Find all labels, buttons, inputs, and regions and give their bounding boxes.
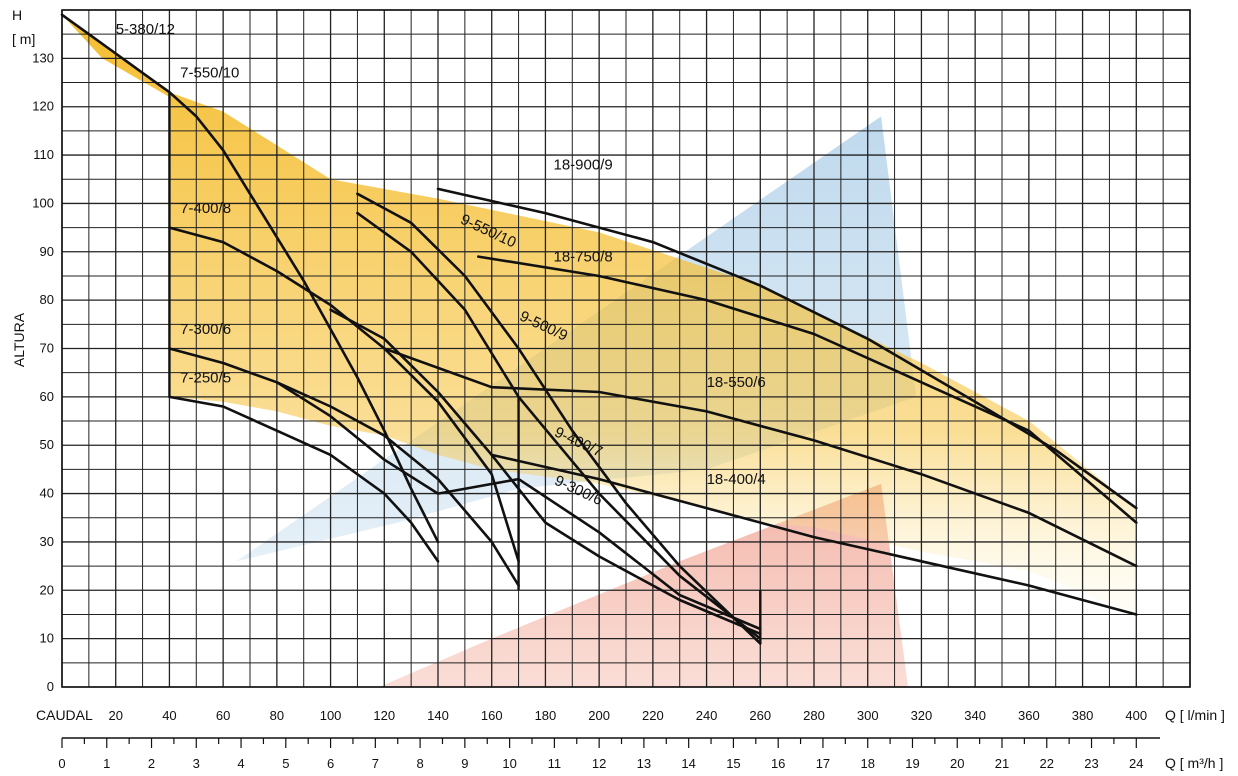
curve-7-400/8	[168, 226, 520, 563]
y-tick-label: 130	[32, 50, 54, 65]
curve-18-400/4	[490, 453, 1138, 616]
x-secondary-tick-label: 13	[637, 756, 651, 771]
x-tick-label: 40	[162, 708, 176, 723]
x-axis-secondary-unit: Q [ m³/h ]	[1165, 755, 1223, 771]
chart-grid	[61, 9, 1191, 688]
x-tick-label: 380	[1072, 708, 1094, 723]
x-secondary-tick-label: 11	[548, 756, 562, 771]
plot-frame	[61, 9, 1191, 688]
x-axis-prefix: CAUDAL	[36, 707, 93, 723]
x-secondary-tick-label: 2	[148, 756, 155, 771]
x-tick-label: 220	[642, 708, 664, 723]
x-secondary-tick-label: 9	[461, 756, 468, 771]
x-tick-label: 140	[427, 708, 449, 723]
x-tick-label: 20	[108, 708, 122, 723]
y-tick-label: 40	[40, 486, 54, 501]
x-secondary-tick-label: 23	[1084, 756, 1098, 771]
y-tick-label: 100	[32, 195, 54, 210]
x-secondary-tick-label: 0	[58, 756, 65, 771]
x-secondary-tick-label: 15	[726, 756, 740, 771]
x-secondary-tick-label: 7	[372, 756, 379, 771]
x-tick-label: 60	[216, 708, 230, 723]
curve-18-550/6	[382, 347, 1138, 568]
x-secondary-tick-label: 24	[1129, 756, 1143, 771]
x-secondary-tick-label: 21	[995, 756, 1009, 771]
y-axis-symbol: H	[12, 7, 22, 23]
y-tick-label: 70	[40, 341, 54, 356]
x-tick-label: 200	[588, 708, 610, 723]
y-tick-label: 0	[47, 679, 54, 694]
x-tick-label: 280	[803, 708, 825, 723]
y-tick-label: 20	[40, 582, 54, 597]
curve-label: 7-550/10	[180, 65, 239, 82]
y-axis-title: ALTURA	[11, 312, 27, 367]
curve-label: 18-550/6	[707, 374, 766, 391]
x-axis-primary-unit: Q [ l/min ]	[1165, 707, 1225, 723]
x-tick-label: 260	[749, 708, 771, 723]
x-tick-label: 160	[481, 708, 503, 723]
x-tick-label: 100	[320, 708, 342, 723]
curve-5-380/12	[60, 13, 171, 94]
region-red	[378, 483, 908, 687]
x-secondary-tick-label: 14	[681, 756, 695, 771]
x-secondary-tick-label: 1	[103, 756, 110, 771]
curve-7-300/6	[168, 347, 520, 587]
curve-label: 18-750/8	[553, 248, 612, 265]
x-secondary-tick-label: 20	[950, 756, 964, 771]
x-secondary-tick-label: 10	[502, 756, 516, 771]
curve-label: 7-300/6	[180, 321, 231, 338]
x-secondary-tick-label: 6	[327, 756, 334, 771]
curve-18-750/8	[476, 255, 1138, 524]
x-tick-label: 240	[696, 708, 718, 723]
x-tick-label: 300	[857, 708, 879, 723]
y-tick-label: 120	[32, 99, 54, 114]
curve-9-300/6	[275, 380, 762, 631]
y-tick-label: 60	[40, 389, 54, 404]
curve-label: 5-380/12	[116, 21, 175, 38]
x-secondary-tick-label: 5	[282, 756, 289, 771]
x-secondary-tick-label: 22	[1040, 756, 1054, 771]
x-tick-label: 400	[1125, 708, 1147, 723]
x-secondary-tick-label: 18	[860, 756, 874, 771]
y-tick-label: 10	[40, 631, 54, 646]
curve-label: 18-400/4	[707, 471, 766, 488]
x-secondary-tick-label: 17	[816, 756, 830, 771]
y-tick-label: 90	[40, 244, 54, 259]
x-tick-label: 120	[373, 708, 395, 723]
y-tick-label: 110	[33, 147, 54, 162]
x-tick-label: 320	[911, 708, 933, 723]
x-secondary-tick-label: 19	[905, 756, 919, 771]
x-tick-label: 360	[1018, 708, 1040, 723]
x-secondary-tick-label: 16	[771, 756, 785, 771]
x-secondary-tick-label: 8	[416, 756, 423, 771]
x-secondary-tick-label: 3	[193, 756, 200, 771]
y-tick-label: 80	[40, 292, 54, 307]
y-tick-label: 30	[40, 534, 54, 549]
x-secondary-tick-label: 12	[592, 756, 606, 771]
curve-7-550/10	[168, 90, 440, 544]
x-tick-label: 340	[964, 708, 986, 723]
curve-label: 7-250/5	[180, 369, 231, 386]
curve-label: 18-900/9	[553, 157, 612, 174]
y-axis-unit: [ m]	[12, 31, 35, 47]
x-tick-label: 180	[535, 708, 557, 723]
y-tick-label: 50	[40, 437, 54, 452]
x-secondary-tick-label: 4	[237, 756, 244, 771]
x-tick-label: 80	[270, 708, 284, 723]
curve-label: 7-400/8	[180, 200, 231, 217]
pump-curves	[60, 13, 1138, 645]
curve-7-250/5	[168, 395, 440, 563]
